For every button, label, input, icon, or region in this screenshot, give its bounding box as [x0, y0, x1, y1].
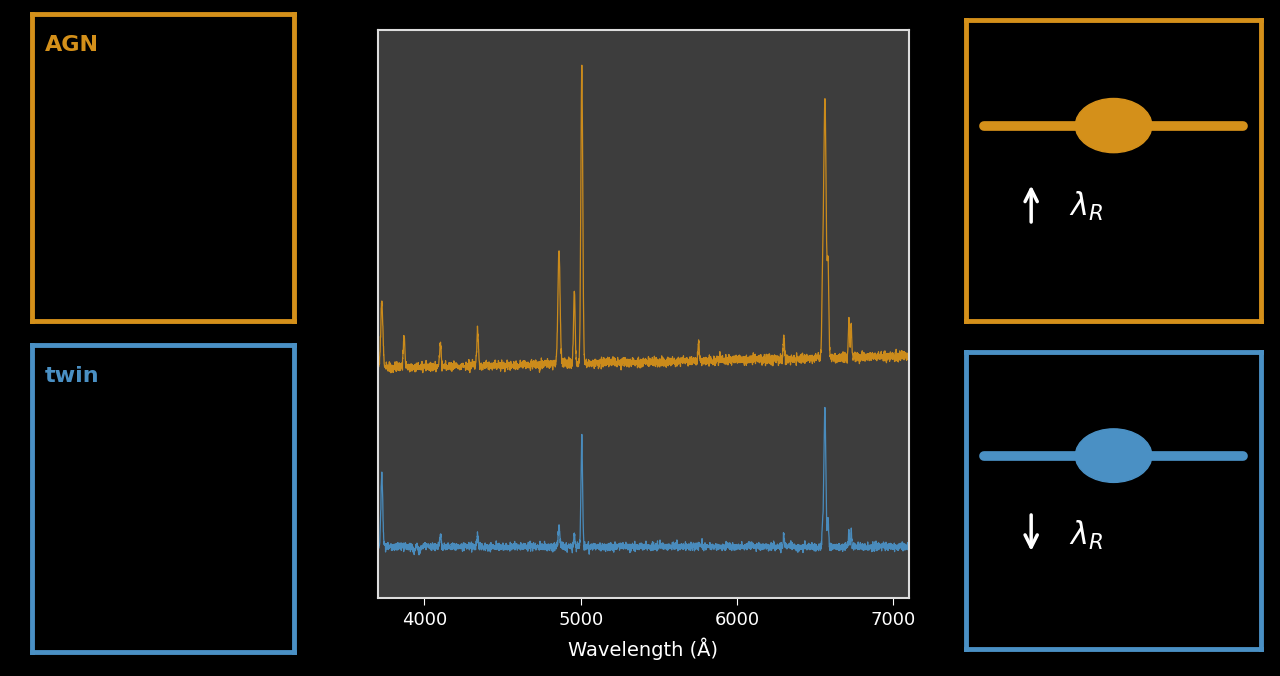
Text: AGN: AGN [45, 35, 99, 55]
Text: twin: twin [45, 366, 100, 386]
X-axis label: Wavelength (Å): Wavelength (Å) [568, 637, 718, 660]
Ellipse shape [1075, 429, 1152, 483]
Text: $\lambda_R$: $\lambda_R$ [1070, 190, 1103, 223]
Text: $\lambda_R$: $\lambda_R$ [1070, 519, 1103, 552]
Ellipse shape [1075, 99, 1152, 153]
